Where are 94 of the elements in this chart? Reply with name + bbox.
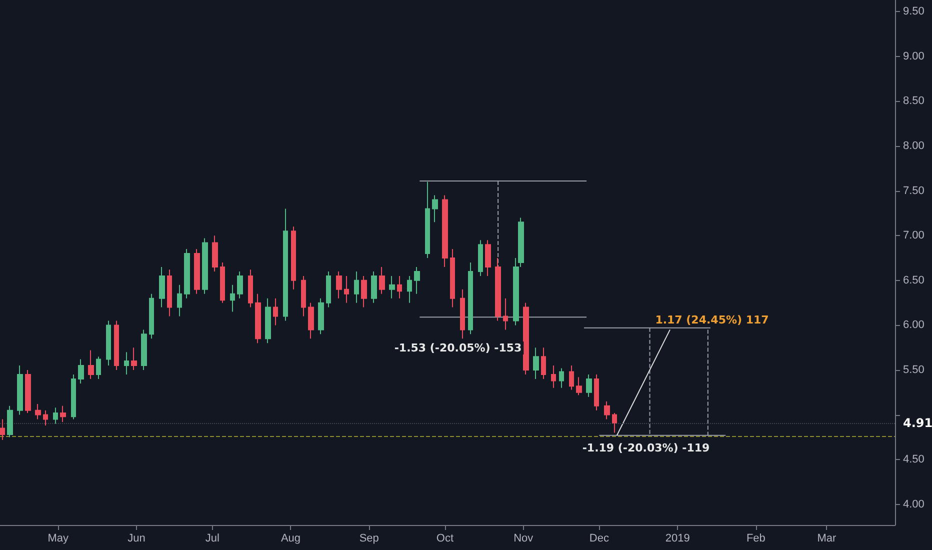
candlestick [25, 370, 31, 414]
y-tick-label: 6.00 [903, 319, 924, 332]
candlestick [371, 270, 377, 304]
x-tick-label: Sep [359, 532, 379, 544]
candlestick [184, 248, 190, 299]
candlestick [124, 352, 129, 375]
candlestick [551, 365, 556, 388]
candlestick [212, 235, 218, 272]
candlestick [594, 374, 599, 411]
candlestick [202, 238, 208, 294]
candlestick [265, 298, 271, 344]
x-tick-label: Feb [746, 532, 766, 544]
candlestick [559, 368, 564, 388]
candlestick [336, 270, 342, 299]
candlestick [308, 302, 314, 340]
candlestick [397, 275, 402, 299]
candlestick [541, 347, 546, 380]
candlestick [468, 262, 473, 335]
candlestick [159, 266, 165, 308]
candlestick [301, 275, 306, 317]
candlestick [318, 298, 324, 335]
candlestick [273, 298, 278, 326]
candlestick [344, 275, 349, 304]
x-tick-label: Dec [589, 532, 610, 544]
x-tick-label: Aug [280, 532, 301, 544]
candlestick [220, 262, 225, 304]
candlestick [576, 376, 582, 396]
x-tick-label: Mar [817, 532, 837, 544]
y-tick-label: 9.50 [903, 6, 924, 18]
candlestick [255, 293, 261, 344]
candlestick [237, 270, 243, 299]
candlestick [450, 248, 455, 308]
y-tick-label: 8.50 [903, 95, 924, 108]
x-tick-label: Oct [436, 532, 454, 544]
candlestick [7, 405, 13, 438]
candlestick [283, 208, 288, 322]
candlestick [586, 374, 592, 398]
candlestick [407, 275, 412, 304]
candlestick [0, 418, 5, 440]
candlestick [43, 410, 48, 426]
candlestick [35, 404, 41, 420]
candlestick [167, 269, 172, 317]
candlestick [177, 284, 182, 317]
candlestick [230, 284, 235, 312]
annotation: -1.53 (-20.05%) -153 [394, 342, 522, 354]
candlestick [523, 302, 529, 375]
y-tick-label: 9.00 [903, 50, 924, 62]
candlestick [17, 365, 23, 416]
x-tick-label: Nov [514, 532, 534, 544]
y-tick-label: 4.50 [903, 454, 924, 466]
candlestick [414, 266, 420, 294]
candlestick [354, 270, 359, 304]
candlestick [131, 347, 137, 371]
candlestick [106, 320, 111, 366]
y-tick-label: 8.00 [903, 140, 924, 152]
candlestick [96, 356, 101, 380]
y-tick-label: 7.50 [903, 184, 924, 197]
candlestick [149, 293, 154, 340]
candlestick [442, 194, 448, 268]
candlestick [53, 407, 58, 424]
candlestick [478, 240, 483, 276]
y-tick-label: 6.50 [903, 274, 924, 286]
candlestick [361, 275, 367, 308]
candlestick [612, 412, 617, 434]
candlestick [485, 240, 491, 276]
candlestick [326, 270, 331, 308]
candlestick [389, 275, 395, 299]
candlestick [78, 358, 84, 384]
candlestick [425, 181, 430, 259]
x-tick-label: Jun [128, 532, 146, 544]
candlestick [114, 320, 119, 371]
candlestick [71, 374, 76, 420]
x-tick-label: Jul [205, 532, 220, 544]
y-tick-label: 7.00 [903, 230, 924, 242]
candlestick [460, 288, 465, 340]
x-tick-label: 2019 [665, 532, 690, 544]
candlestick [432, 194, 438, 223]
x-tick-label: May [48, 532, 70, 544]
candlestick [604, 400, 610, 420]
candlestick [379, 266, 385, 294]
candlestick [141, 329, 147, 371]
candlestick [248, 269, 253, 308]
candlestick [60, 405, 66, 422]
ref-line-label: 4.91 [903, 416, 932, 430]
y-tick-label: 4.00 [903, 498, 924, 510]
candlestick [194, 248, 200, 294]
y-tick-label: 5.50 [903, 364, 924, 376]
candlestick [533, 347, 539, 380]
candlestick [291, 226, 296, 290]
candlestick [88, 350, 94, 380]
annotation: 1.17 (24.45%) 117 [655, 314, 769, 326]
candlestick [503, 298, 508, 330]
annotation: -1.19 (-20.03%) -119 [582, 442, 710, 454]
candlestick [569, 365, 574, 390]
